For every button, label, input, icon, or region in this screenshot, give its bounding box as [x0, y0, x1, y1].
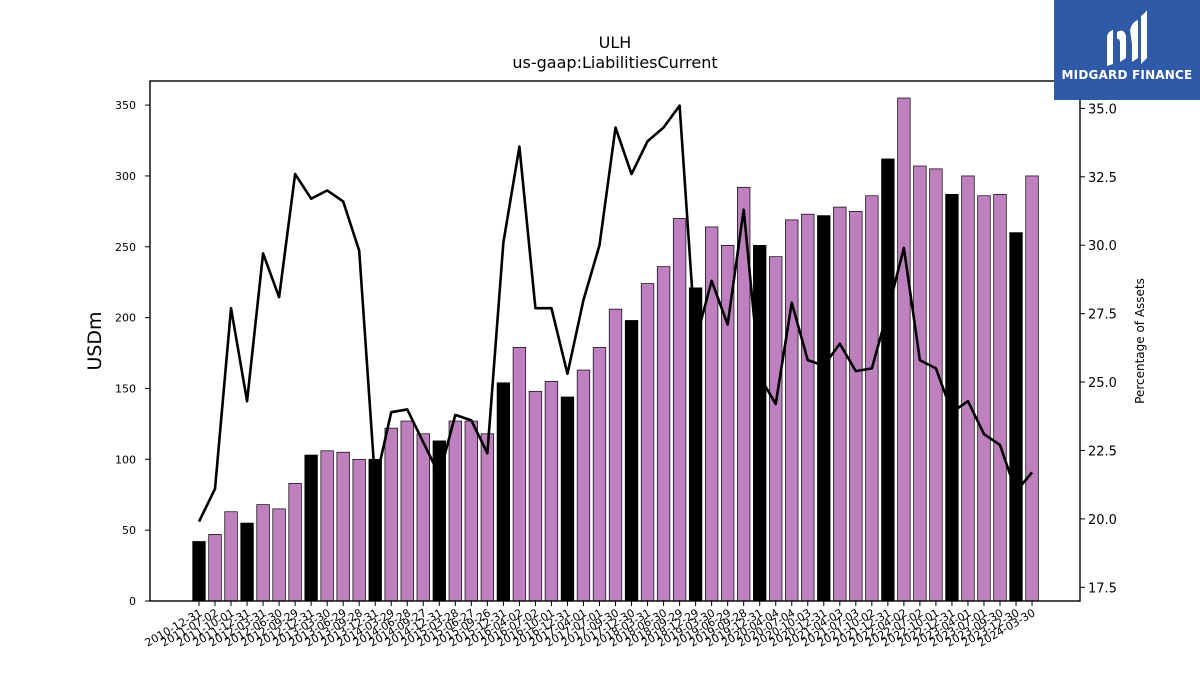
bar-2017-09-30: [608, 308, 623, 602]
bar-2017-04-01: [576, 369, 591, 602]
bar-2010-12-31: [192, 541, 206, 602]
bar-2013-09-28: [352, 458, 366, 602]
bar-2011-12-31: [240, 522, 254, 602]
y-tick-label: 100: [115, 453, 136, 466]
bar-2018-03-31: [640, 283, 655, 602]
y-tick-label: 0: [129, 595, 136, 608]
bar-2014-06-28: [400, 420, 414, 602]
bar-2011-07-02: [208, 534, 222, 602]
bar-2021-07-03: [849, 211, 863, 602]
bar-2018-06-30: [656, 266, 671, 602]
line-layer: [197, 104, 1034, 523]
bar-2012-12-31: [304, 454, 318, 602]
bar-2015-12-31: [496, 382, 511, 602]
bar-2016-04-02: [512, 347, 527, 602]
plot-frame: [149, 80, 1081, 602]
bar-2014-03-29: [384, 427, 398, 602]
bar-2022-10-01: [929, 168, 943, 602]
y-tick-label: 150: [115, 382, 136, 395]
bar-2022-04-02: [897, 97, 911, 602]
bar-2023-04-01: [961, 175, 975, 602]
bar-2022-07-02: [913, 165, 927, 602]
bar-2015-09-26: [480, 433, 495, 602]
bar-2017-07-01: [592, 347, 607, 602]
bars-layer: [192, 97, 1039, 602]
bar-2013-06-29: [336, 451, 350, 602]
brand-name: MIDGARD FINANCE: [1061, 68, 1193, 82]
bar-2016-12-31: [560, 396, 575, 602]
bar-2023-12-30: [1009, 232, 1023, 602]
bar-2021-04-03: [833, 206, 847, 602]
chart-subtitle: us-gaap:LiabilitiesCurrent: [512, 53, 717, 72]
y2-tick-label: 17.5: [1088, 581, 1117, 596]
bar-2021-12-31: [881, 158, 895, 602]
bar-2023-09-30: [993, 194, 1007, 602]
y2-tick-label: 35.0: [1088, 102, 1117, 117]
y2-tick-label: 27.5: [1088, 308, 1117, 323]
y-tick-label: 250: [115, 241, 136, 254]
percentage-line: [197, 104, 1034, 523]
bar-2013-03-30: [320, 450, 334, 602]
bar-2012-06-30: [272, 508, 286, 602]
y-tick-label: 50: [122, 524, 136, 537]
bar-2024-03-30: [1025, 175, 1039, 602]
y2-tick-label: 25.0: [1088, 376, 1117, 391]
y2-tick-label: 32.5: [1088, 171, 1117, 186]
brand-logo: MIDGARD FINANCE: [1054, 0, 1200, 100]
bar-2023-07-01: [977, 195, 991, 602]
bar-2018-09-29: [672, 218, 687, 602]
chart-title: ULH: [599, 33, 632, 52]
bar-2017-12-30: [624, 320, 639, 602]
midgard-logo-icon: [1107, 10, 1147, 66]
bar-2016-07-02: [528, 390, 543, 602]
bar-2015-06-27: [464, 420, 478, 602]
y2-tick-label: 30.0: [1088, 239, 1117, 254]
bar-2011-10-01: [224, 511, 238, 602]
y2-tick-label: 20.0: [1088, 513, 1117, 528]
y-tick-label: 300: [115, 170, 136, 183]
bar-2012-09-29: [288, 483, 302, 602]
bar-2020-12-31: [817, 215, 831, 602]
bar-2020-10-03: [801, 213, 815, 602]
y-axis-label: USDm: [84, 311, 106, 370]
bar-2020-07-04: [785, 219, 799, 602]
y-tick-label: 350: [115, 99, 136, 112]
axes-layer: 0 50 100 150 200 250 300 350 17.5 20.0 22.5 25.0 27.…: [115, 80, 1117, 650]
bar-2014-09-27: [416, 433, 430, 602]
bar-2019-12-31: [753, 245, 767, 602]
y2-tick-label: 22.5: [1088, 444, 1117, 459]
y2-axis-label: Percentage of Assets: [1133, 278, 1147, 404]
bar-2012-03-31: [256, 504, 270, 602]
y-tick-label: 200: [115, 312, 136, 325]
bar-2021-10-02: [865, 195, 879, 602]
bar-2016-10-01: [544, 381, 559, 602]
bar-2015-03-28: [448, 420, 462, 602]
bar-2020-04-04: [769, 256, 783, 602]
